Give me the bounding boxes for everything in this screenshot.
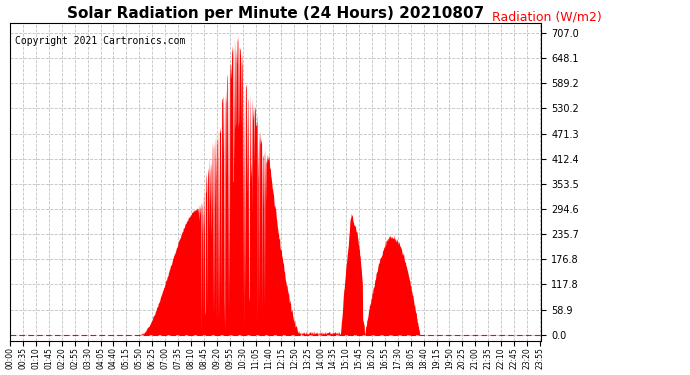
Text: Copyright 2021 Cartronics.com: Copyright 2021 Cartronics.com	[15, 36, 186, 46]
Title: Solar Radiation per Minute (24 Hours) 20210807: Solar Radiation per Minute (24 Hours) 20…	[67, 6, 484, 21]
Y-axis label: Radiation (W/m2): Radiation (W/m2)	[492, 10, 602, 23]
